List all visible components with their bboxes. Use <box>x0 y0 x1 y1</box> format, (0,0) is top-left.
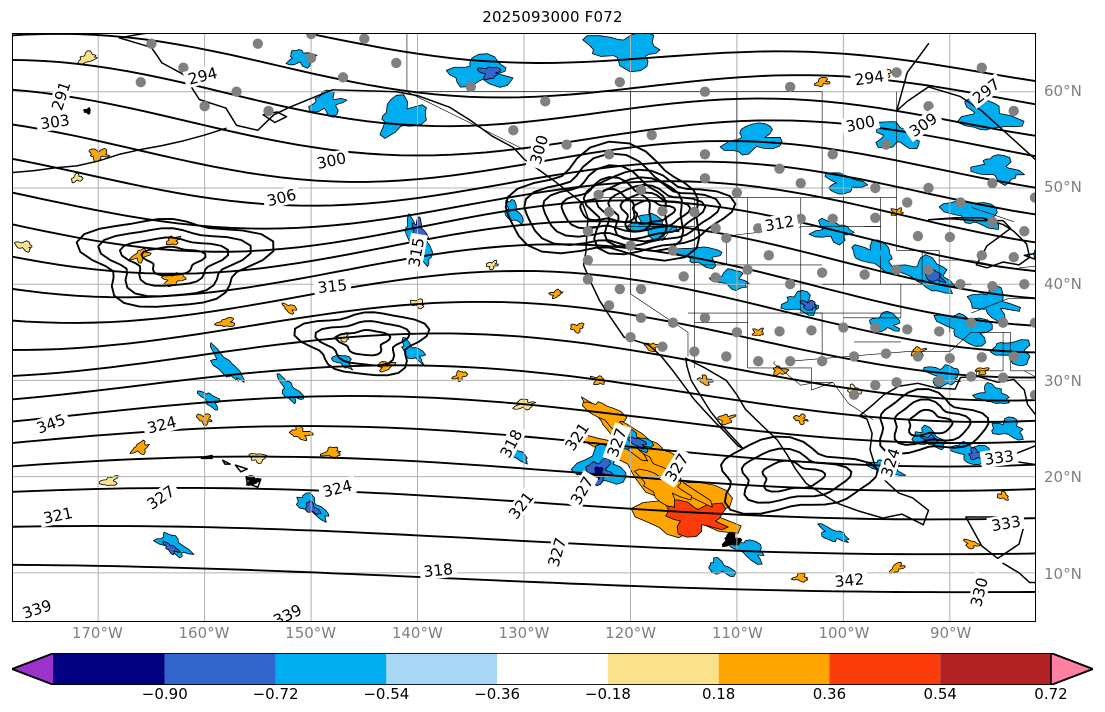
svg-text:312: 312 <box>763 212 795 235</box>
contour-label: 342 <box>830 569 869 591</box>
coastline-layer <box>13 34 1035 584</box>
lon-tick-label: 90°W <box>929 624 972 642</box>
svg-text:300: 300 <box>315 149 348 173</box>
svg-text:336: 336 <box>333 619 365 621</box>
lat-tick-label: 50°N <box>1044 178 1082 197</box>
colorbar-tick-labels: −0.90 −0.72 −0.54 −0.36 −0.18 0.18 0.36 0.54 0.7… <box>12 685 1093 709</box>
lon-tick-label: 100°W <box>818 624 870 642</box>
lon-tick-label: 130°W <box>498 624 550 642</box>
contour-label: 336 <box>723 619 763 621</box>
lon-tick-label: 140°W <box>391 624 443 642</box>
contour-label: 315 <box>404 232 428 272</box>
svg-text:321: 321 <box>42 504 75 528</box>
contour-label: 339 <box>267 599 308 621</box>
svg-text:318: 318 <box>423 560 454 581</box>
colorbar-tick-label: 0.36 <box>812 685 847 703</box>
contour-label: 315 <box>313 275 352 297</box>
contour-label: 318 <box>418 559 458 581</box>
contour-label: 303 <box>35 110 75 133</box>
contour-label: 327 <box>543 532 571 573</box>
contour-layer <box>13 34 1035 594</box>
svg-text:345: 345 <box>34 411 68 438</box>
contour-label: 306 <box>261 184 302 211</box>
svg-text:339: 339 <box>769 619 800 621</box>
contour-label: 339 <box>16 595 58 621</box>
colorbar-tick-label: 0.18 <box>701 685 736 703</box>
svg-text:315: 315 <box>405 236 428 268</box>
svg-text:300: 300 <box>527 133 552 166</box>
colorbar-tick-label: −0.72 <box>252 685 299 703</box>
contour-label: 327 <box>140 480 181 515</box>
contour-label: 345 <box>30 409 72 438</box>
lon-tick-label: 110°W <box>711 624 763 642</box>
longitude-axis: 170°W 160°W 150°W 140°W 130°W 120°W 110°W 100°W… <box>12 624 1036 650</box>
contour-label: 291 <box>47 75 75 116</box>
latitude-axis: 60°N 50°N 40°N 30°N 20°N 10°N <box>1040 33 1105 622</box>
contour-label: 300 <box>525 129 553 170</box>
colorbar[interactable]: −0.90 −0.72 −0.54 −0.36 −0.18 0.18 0.36 0.54 0.7… <box>12 653 1093 708</box>
lat-tick-label: 10°N <box>1044 564 1082 583</box>
svg-text:333: 333 <box>983 447 1015 469</box>
colorbar-tick-label: −0.90 <box>141 685 188 703</box>
contour-label: 330 <box>966 572 992 613</box>
lat-tick-label: 60°N <box>1044 81 1082 100</box>
lon-tick-label: 120°W <box>605 624 657 642</box>
svg-text:333: 333 <box>990 512 1022 535</box>
colorbar-tick-label: −0.54 <box>363 685 410 703</box>
svg-text:336: 336 <box>727 619 759 621</box>
contour-label: 294 <box>849 66 889 89</box>
colorbar-tick-label: −0.18 <box>584 685 631 703</box>
svg-text:324: 324 <box>145 413 178 438</box>
page-title: 2025093000 F072 <box>482 8 623 26</box>
lon-tick-label: 170°W <box>71 624 123 642</box>
contour-label: 333 <box>986 511 1026 535</box>
lat-tick-label: 30°N <box>1044 371 1082 390</box>
svg-text:315: 315 <box>317 276 348 297</box>
svg-text:327: 327 <box>545 536 570 569</box>
colorbar-tick-label: 0.54 <box>923 685 957 703</box>
svg-text:291: 291 <box>48 79 74 113</box>
svg-text:303: 303 <box>39 111 71 133</box>
contour-label: 294 <box>182 63 223 89</box>
lon-tick-label: 150°W <box>285 624 337 642</box>
contour-label: 321 <box>38 503 78 528</box>
svg-text:339: 339 <box>20 596 54 621</box>
colorbar-tick-label: −0.36 <box>474 685 521 703</box>
svg-text:330: 330 <box>967 576 992 609</box>
contour-label: 339 <box>765 618 804 621</box>
station-marker-layer <box>135 34 1035 401</box>
svg-text:294: 294 <box>854 67 886 89</box>
contour-label: 333 <box>979 446 1019 469</box>
contour-label: 321 <box>502 485 540 526</box>
svg-text:342: 342 <box>834 570 865 591</box>
colorbar-tick-label: 0.72 <box>1034 685 1068 703</box>
lon-tick-label: 160°W <box>178 624 230 642</box>
lat-tick-label: 40°N <box>1044 275 1082 294</box>
contour-label: 300 <box>311 148 352 173</box>
svg-text:300: 300 <box>844 112 877 136</box>
svg-text:324: 324 <box>321 477 354 502</box>
svg-text:306: 306 <box>265 186 298 211</box>
lat-tick-label: 20°N <box>1044 468 1082 487</box>
colorbar-swatches <box>12 653 1093 685</box>
contour-label: 324 <box>141 411 182 438</box>
map-panel[interactable]: 291 294 303 300 306 294 297 300 309 312 300 315 315 3… <box>12 33 1036 622</box>
contour-label: 300 <box>840 111 881 136</box>
contour-label: 336 <box>329 618 369 621</box>
contour-label: 312 <box>759 211 800 235</box>
svg-text:294: 294 <box>186 64 219 89</box>
contour-label: 324 <box>317 475 358 502</box>
